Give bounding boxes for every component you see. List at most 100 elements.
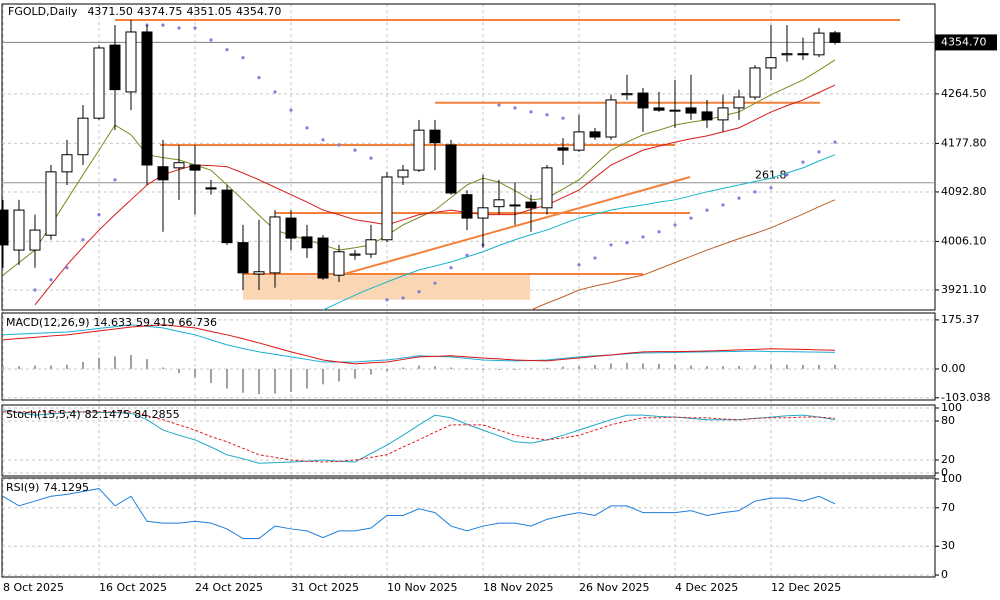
histogram-bar bbox=[2, 366, 4, 369]
sar-dot bbox=[353, 148, 357, 152]
histogram-bar bbox=[610, 363, 612, 369]
histogram-bar bbox=[578, 366, 580, 369]
y-tick-label: 0 bbox=[941, 568, 948, 581]
candle-body bbox=[349, 253, 361, 256]
candle-body bbox=[749, 67, 761, 98]
sar-dot bbox=[433, 281, 437, 285]
sar-dot bbox=[449, 266, 453, 270]
y-tick-label: 0 bbox=[941, 466, 948, 479]
sar-dot bbox=[577, 263, 581, 267]
candle-body bbox=[541, 167, 553, 209]
histogram-bar bbox=[82, 361, 84, 369]
candle-body bbox=[189, 164, 201, 171]
sar-dot bbox=[641, 235, 645, 239]
indicator-title: Stoch(15,5,4) bbox=[6, 408, 81, 421]
sar-dot bbox=[497, 103, 501, 107]
histogram-bar bbox=[514, 368, 516, 370]
histogram-bar bbox=[450, 367, 452, 369]
histogram-bar bbox=[770, 364, 772, 369]
candle-body bbox=[13, 209, 25, 251]
y-tick-label: 0.00 bbox=[941, 362, 966, 375]
candle-body bbox=[29, 229, 41, 251]
sar-dot bbox=[753, 190, 757, 194]
sar-dot bbox=[241, 56, 245, 60]
sar-dot bbox=[113, 178, 117, 182]
panel-frame bbox=[1, 312, 936, 401]
x-tick-label: 8 Oct 2025 bbox=[3, 581, 64, 594]
sar-dot bbox=[769, 186, 773, 190]
indicator-value: 59.419 bbox=[136, 316, 175, 329]
price-box bbox=[935, 34, 997, 51]
sar-dot bbox=[225, 48, 229, 52]
histogram-bar bbox=[210, 368, 212, 383]
sar-dot bbox=[337, 143, 341, 147]
sar-dot bbox=[689, 216, 693, 220]
sar-dot bbox=[545, 113, 549, 117]
y-tick-label: 100 bbox=[941, 401, 962, 414]
candle-body bbox=[461, 194, 473, 219]
sar-dot bbox=[65, 266, 69, 270]
histogram-bar bbox=[722, 366, 724, 369]
sar-dot bbox=[193, 26, 197, 30]
candle-body bbox=[109, 44, 121, 91]
candle-body bbox=[205, 187, 217, 190]
histogram-bar bbox=[690, 365, 692, 369]
histogram-bar bbox=[834, 364, 836, 369]
candle-body bbox=[45, 171, 57, 236]
price-label: 4354.70 bbox=[941, 35, 987, 48]
sar-dot bbox=[209, 38, 213, 42]
histogram-bar bbox=[738, 365, 740, 369]
histogram-bar bbox=[754, 365, 756, 369]
candle-body bbox=[413, 129, 425, 171]
sar-dot bbox=[465, 253, 469, 257]
candle-body bbox=[637, 92, 649, 109]
histogram-bar bbox=[178, 368, 180, 374]
candle-body bbox=[333, 251, 345, 276]
candle-body bbox=[573, 131, 585, 151]
candle-body bbox=[509, 204, 521, 207]
histogram-bar bbox=[482, 368, 484, 370]
histogram-bar bbox=[258, 368, 260, 395]
candle-body bbox=[621, 93, 633, 96]
x-tick-label: 4 Dec 2025 bbox=[675, 581, 738, 594]
candle-body bbox=[397, 169, 409, 178]
y-tick-label: 100 bbox=[941, 472, 962, 485]
indicator-value: 84.2855 bbox=[134, 408, 180, 421]
chart-title: FGOLD,Daily bbox=[8, 5, 78, 18]
histogram-bar bbox=[594, 365, 596, 369]
sar-dot bbox=[657, 230, 661, 234]
y-tick-label: 4177.80 bbox=[941, 136, 987, 149]
indicator-header: MACD(12,26,9) 14.633 59.419 66.736 bbox=[6, 316, 217, 329]
candle-body bbox=[589, 131, 601, 138]
candle-body bbox=[477, 207, 489, 219]
histogram-bar bbox=[50, 365, 52, 369]
sar-dot bbox=[593, 256, 597, 260]
histogram-bar bbox=[194, 368, 196, 378]
histogram-bar bbox=[546, 367, 548, 369]
sar-dot bbox=[161, 23, 165, 27]
candle-body bbox=[173, 162, 185, 169]
trend-line bbox=[339, 176, 691, 277]
histogram-bar bbox=[530, 368, 532, 370]
panel: 100 70 30 0 RSI(9) 74.1295 bbox=[1, 472, 962, 581]
sar-dot bbox=[513, 106, 517, 110]
sar-dot bbox=[273, 90, 277, 94]
indicator-line bbox=[530, 199, 836, 311]
sar-dot bbox=[737, 196, 741, 200]
candle-body bbox=[157, 166, 169, 181]
histogram-bar bbox=[370, 368, 372, 375]
candle-body bbox=[557, 147, 569, 151]
histogram-bar bbox=[498, 368, 500, 370]
x-tick-label: 24 Oct 2025 bbox=[195, 581, 263, 594]
indicator-title: MACD(12,26,9) bbox=[6, 316, 90, 329]
histogram-bar bbox=[418, 365, 420, 369]
sar-dot bbox=[81, 238, 85, 242]
indicator-header: RSI(9) 74.1295 bbox=[6, 481, 89, 494]
candle-body bbox=[685, 107, 697, 114]
y-tick-label: 4264.50 bbox=[941, 87, 987, 100]
histogram-bar bbox=[114, 356, 116, 369]
histogram-bar bbox=[434, 366, 436, 369]
